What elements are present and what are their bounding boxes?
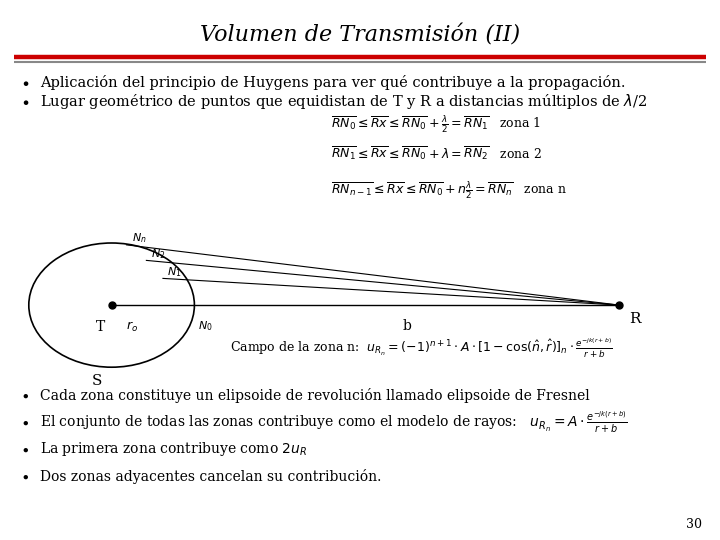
- Text: $N_2$: $N_2$: [150, 247, 165, 261]
- Text: $\bullet$: $\bullet$: [20, 469, 29, 484]
- Text: $\bullet$: $\bullet$: [20, 388, 29, 403]
- Text: Dos zonas adyacentes cancelan su contribución.: Dos zonas adyacentes cancelan su contrib…: [40, 469, 381, 484]
- Text: Campo de la zona n:  $u_{R_n} = (-1)^{n+1} \cdot A \cdot [1-\cos(\hat{n},\hat{r}: Campo de la zona n: $u_{R_n} = (-1)^{n+1…: [230, 336, 613, 360]
- Text: Cada zona constituye un elipsoide de revolución llamado elipsoide de Fresnel: Cada zona constituye un elipsoide de rev…: [40, 388, 590, 403]
- Text: $\overline{RN_{n-1}} \leq \overline{Rx} \leq \overline{RN_0} + n\frac{\lambda}{2: $\overline{RN_{n-1}} \leq \overline{Rx} …: [331, 179, 567, 201]
- Text: El conjunto de todas las zonas contribuye como el modelo de rayos:   $u_{R_n} = : El conjunto de todas las zonas contribuy…: [40, 410, 627, 435]
- Text: 30: 30: [686, 518, 702, 531]
- Text: $\bullet$: $\bullet$: [20, 415, 29, 430]
- Text: $\bullet$: $\bullet$: [20, 442, 29, 457]
- Text: R: R: [629, 312, 641, 326]
- Text: S: S: [92, 374, 102, 388]
- Text: T: T: [96, 320, 105, 334]
- Text: $N_0$: $N_0$: [198, 319, 212, 333]
- Text: $\bullet$: $\bullet$: [20, 94, 30, 109]
- Text: Volumen de Transmisión (II): Volumen de Transmisión (II): [200, 24, 520, 46]
- Text: $\overline{RN_0} \leq \overline{Rx} \leq \overline{RN_0} + \frac{\lambda}{2} = \: $\overline{RN_0} \leq \overline{Rx} \leq…: [331, 113, 541, 135]
- Text: $\bullet$: $\bullet$: [20, 75, 30, 90]
- Text: $N_1$: $N_1$: [167, 265, 182, 279]
- Text: $N_n$: $N_n$: [132, 231, 147, 245]
- Text: $\overline{RN_1} \leq \overline{Rx} \leq \overline{RN_0} + \lambda = \overline{R: $\overline{RN_1} \leq \overline{Rx} \leq…: [331, 145, 542, 162]
- Text: La primera zona contribuye como $2u_R$: La primera zona contribuye como $2u_R$: [40, 440, 307, 458]
- Text: $r_o$: $r_o$: [126, 320, 138, 334]
- Text: Aplicación del principio de Huygens para ver qué contribuye a la propagación.: Aplicación del principio de Huygens para…: [40, 75, 625, 90]
- Text: b: b: [402, 319, 411, 333]
- Text: Lugar geométrico de puntos que equidistan de T y R a distancias múltiplos de $\l: Lugar geométrico de puntos que equidista…: [40, 92, 647, 111]
